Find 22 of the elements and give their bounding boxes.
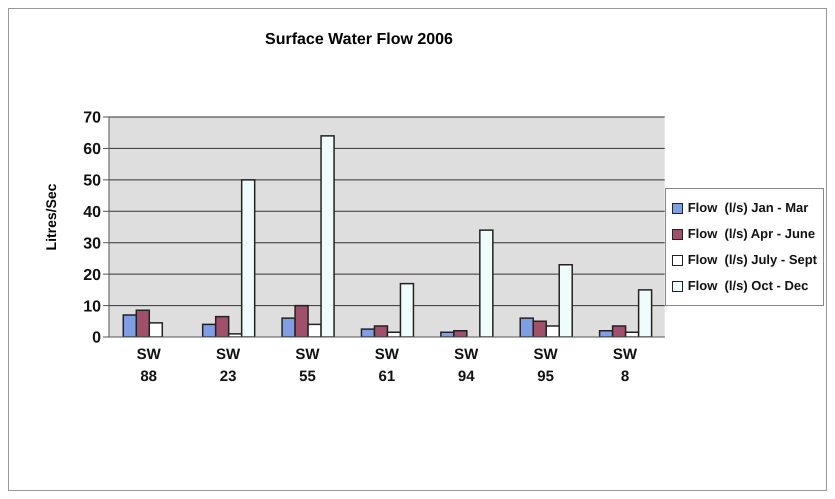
x-tick-label: SW 88 [136,346,162,385]
y-tick-label: 40 [83,204,102,221]
x-tick-label: SW 95 [534,346,559,385]
y-tick-label: 70 [83,110,102,127]
legend-label: Flow (l/s) Oct - Dec [688,277,808,295]
legend-label: Flow (l/s) Jan - Mar [688,199,808,217]
x-tick-label: SW 61 [374,346,400,385]
legend-label: Flow (l/s) July - Sept [688,251,817,269]
y-tick-label: 30 [83,235,102,252]
x-tick-label: SW 8 [612,346,638,385]
bar [479,229,494,337]
y-tick-label: 10 [83,298,102,316]
y-axis-title: Litres/Sec [43,182,59,252]
y-tick-label: 60 [83,141,102,158]
x-tick-label: SW 55 [295,346,320,385]
y-tick-label: 20 [83,266,102,284]
legend-label: Flow (l/s) Apr - June [688,225,816,243]
x-tick-label: SW 23 [216,346,241,385]
y-tick-label: 50 [83,172,102,190]
y-tick-label: 0 [92,330,102,347]
x-tick-label: SW 94 [454,346,480,385]
chart-title: Surface Water Flow 2006 [264,31,454,49]
